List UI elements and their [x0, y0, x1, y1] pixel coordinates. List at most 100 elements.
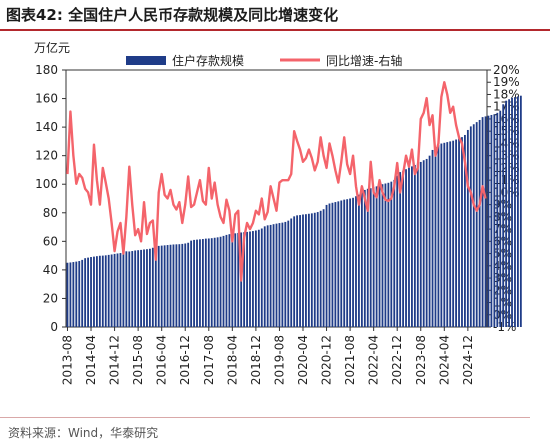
deposit-bar — [196, 239, 198, 327]
left-tick-label: 160 — [35, 92, 58, 106]
deposit-bar — [443, 142, 446, 327]
deposit-bar — [293, 216, 296, 327]
deposit-bar — [472, 124, 475, 327]
left-tick-label: 80 — [43, 206, 58, 220]
deposit-bar — [166, 245, 169, 327]
deposit-bar — [284, 221, 287, 327]
deposit-bar — [411, 166, 413, 327]
deposit-bar — [363, 189, 366, 327]
left-tick-label: 140 — [35, 120, 58, 134]
deposit-bar — [313, 212, 316, 327]
deposit-bar — [393, 179, 396, 327]
deposit-bar — [484, 116, 487, 328]
deposit-bar — [72, 262, 75, 327]
deposit-bar — [187, 242, 190, 327]
deposit-bar — [352, 197, 354, 327]
deposit-bar — [290, 218, 293, 327]
deposit-bar — [119, 253, 122, 327]
deposit-bar — [305, 214, 307, 327]
deposit-bar — [78, 261, 81, 327]
deposit-bar — [422, 160, 425, 327]
deposit-bar — [160, 245, 163, 327]
deposit-bar — [84, 258, 87, 327]
deposit-bar — [113, 253, 116, 327]
deposit-bar — [272, 224, 275, 327]
x-tick-label: 2022-12 — [390, 335, 404, 385]
deposit-bar — [193, 239, 195, 327]
deposit-bar — [95, 256, 98, 327]
deposit-bar — [143, 249, 145, 327]
deposit-bar — [340, 200, 343, 327]
deposit-bar — [405, 169, 407, 327]
x-tick-label: 2024-04 — [437, 335, 451, 385]
line-series — [66, 81, 487, 282]
left-tick-label: 100 — [35, 177, 58, 191]
deposit-bar — [299, 215, 301, 327]
deposit-bar — [246, 231, 248, 327]
deposit-bar — [296, 215, 299, 327]
deposit-bar — [487, 115, 490, 327]
deposit-bar — [104, 255, 107, 327]
deposit-bar — [431, 149, 434, 327]
deposit-bar — [346, 199, 349, 327]
deposit-bar — [464, 134, 466, 327]
deposit-bar — [184, 243, 187, 327]
title-divider — [0, 29, 550, 31]
deposit-bar — [231, 233, 234, 327]
deposit-bar — [508, 99, 510, 328]
deposit-bar — [254, 230, 257, 327]
footer-divider — [0, 417, 530, 418]
x-tick-label: 2017-08 — [202, 335, 216, 385]
deposit-bar — [151, 247, 154, 327]
deposit-bar — [281, 222, 284, 327]
deposit-bar — [419, 161, 422, 327]
deposit-bar — [372, 187, 375, 327]
legend-line-label: 同比增速-右轴 — [326, 53, 402, 68]
deposit-bar — [98, 255, 101, 327]
deposit-bar — [366, 188, 369, 327]
deposit-bar — [331, 202, 334, 327]
deposit-bar — [440, 143, 443, 327]
deposit-bar — [225, 234, 228, 327]
deposit-bar — [169, 244, 172, 327]
deposit-bar — [358, 194, 360, 327]
right-tick-label: 20% — [493, 63, 520, 77]
deposit-bar — [157, 245, 160, 327]
deposit-bar — [213, 237, 216, 327]
deposit-bar — [337, 201, 340, 327]
deposit-bar — [514, 97, 516, 327]
deposit-bar — [511, 97, 513, 327]
deposit-bar — [263, 226, 266, 327]
deposit-bar — [228, 234, 231, 327]
deposit-bar — [204, 238, 207, 327]
deposit-bar — [369, 188, 372, 327]
deposit-bar — [449, 141, 452, 327]
deposit-bar — [428, 155, 431, 327]
legend-bar-label: 住户存款规模 — [172, 53, 244, 68]
right-tick-label: 18% — [493, 87, 520, 101]
left-tick-label: 60 — [43, 234, 58, 248]
deposit-bar — [493, 114, 496, 327]
deposit-bar — [249, 231, 251, 327]
deposit-bar — [387, 182, 390, 327]
deposit-bar — [469, 126, 472, 328]
deposit-bar — [222, 235, 225, 327]
deposit-bar — [201, 239, 204, 327]
deposit-bar — [243, 232, 246, 327]
deposit-bar — [172, 244, 175, 327]
deposit-bar — [87, 257, 89, 327]
deposit-bar — [210, 238, 213, 327]
deposit-bar — [425, 158, 428, 327]
deposit-bar — [490, 114, 493, 327]
deposit-bar — [66, 262, 69, 327]
left-tick-label: 40 — [43, 263, 58, 277]
deposit-bar — [110, 254, 113, 327]
deposit-bar — [122, 251, 125, 327]
deposit-bar — [390, 181, 393, 327]
deposit-bar — [287, 220, 290, 327]
deposit-bar — [319, 210, 322, 327]
deposit-bar — [334, 202, 337, 327]
deposit-bar — [257, 229, 260, 327]
deposit-bar — [437, 144, 440, 327]
deposit-bar — [375, 186, 378, 327]
